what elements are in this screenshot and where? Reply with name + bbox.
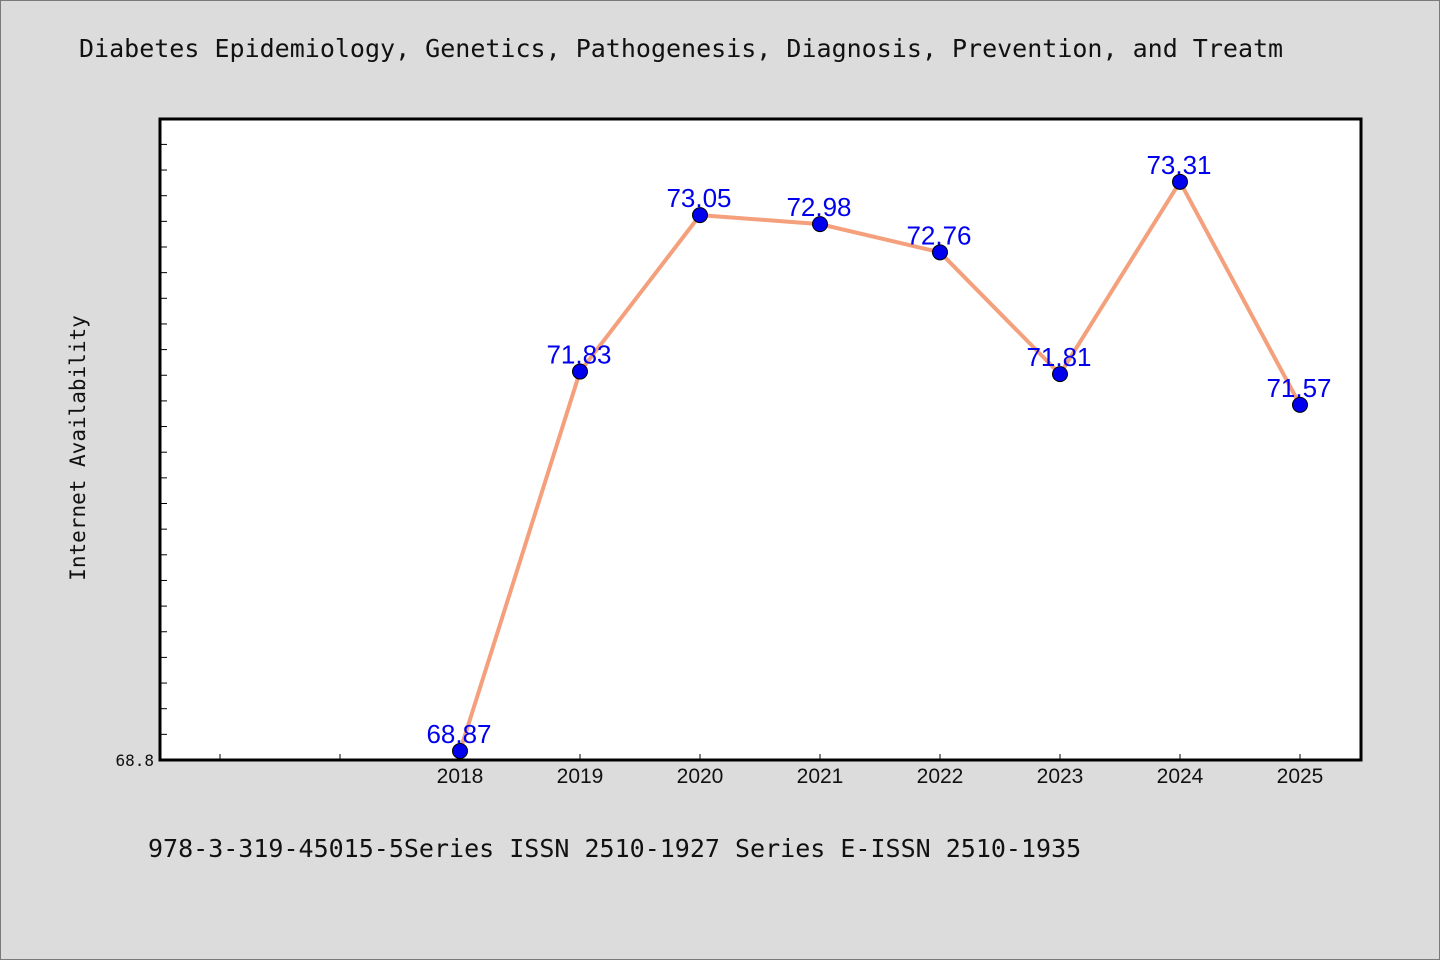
data-point [572,363,588,380]
data-label: 68.87 [426,719,491,749]
x-tick-label: 2021 [797,765,844,788]
data-label: 73.05 [666,183,731,213]
data-label: 72.98 [786,192,851,222]
data-point [452,743,468,760]
x-axis-ticks: 2018 2019 2020 2021 2022 2023 2024 2025 [219,754,1324,788]
x-tick-label: 2018 [437,765,484,788]
y-tick-label: 68.8 [115,751,154,770]
x-tick-label: 2020 [677,765,724,788]
y-axis-ticks: 68.8 [115,143,167,770]
data-point [812,216,828,233]
data-label: 73.31 [1146,150,1211,180]
data-label: 72.76 [906,220,971,250]
data-point [1292,396,1308,413]
data-label: 71.81 [1026,342,1091,372]
x-tick-label: 2024 [1157,765,1204,788]
data-label: 71.57 [1266,373,1331,403]
plot-area [158,117,1363,762]
data-label: 71.83 [546,340,611,370]
data-point [692,207,708,224]
x-tick-label: 2025 [1277,765,1324,788]
data-point [1172,173,1188,190]
data-point [932,244,948,261]
series-line [458,179,1302,752]
x-tick-label: 2019 [557,765,604,788]
chart-title: Diabetes Epidemiology, Genetics, Pathoge… [79,34,1284,63]
series-group: 68.87 71.83 73.05 72.98 72.76 71.81 73.31 71.57 [426,150,1332,760]
footer-text: 978-3-319-45015-5Series ISSN 2510-1927 S… [148,834,1082,863]
data-point [1052,366,1068,383]
x-tick-label: 2022 [917,765,964,788]
x-tick-label: 2023 [1037,765,1084,788]
